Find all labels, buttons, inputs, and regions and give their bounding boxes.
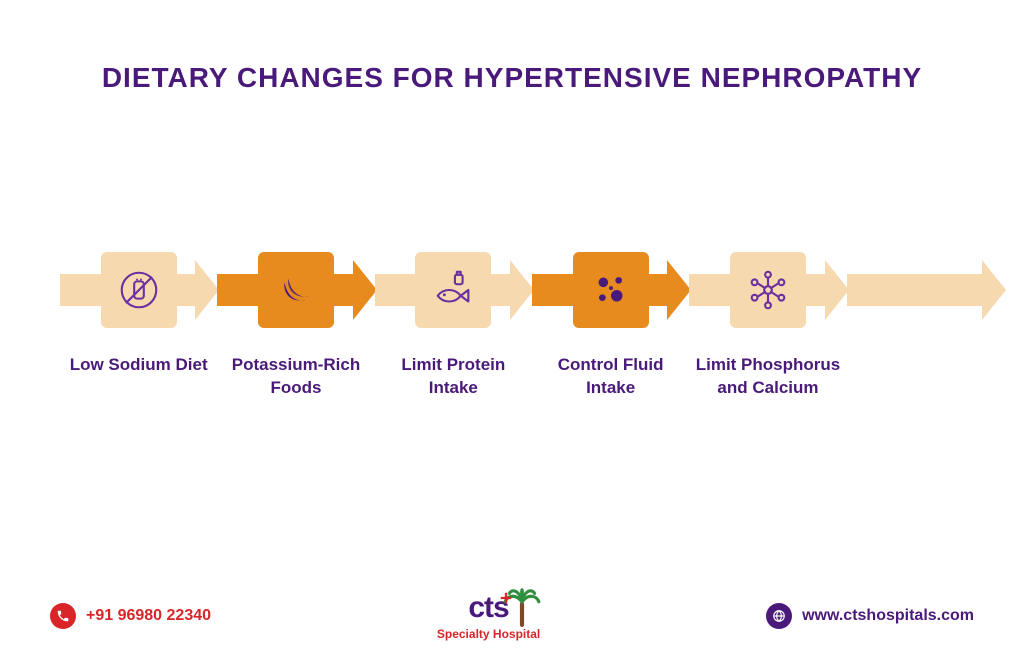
step-icon-box	[101, 252, 177, 328]
step-label: Limit Protein Intake	[375, 354, 532, 400]
logo-subtitle: Specialty Hospital	[437, 627, 540, 641]
step-icon-box	[730, 252, 806, 328]
step-label: Limit Phosphorus and Calcium	[689, 354, 846, 400]
flow-arrow	[532, 260, 689, 320]
step-label: Potassium-Rich Foods	[217, 354, 374, 400]
step-icon-box	[258, 252, 334, 328]
flow-arrow	[689, 260, 846, 320]
step-icon-box	[573, 252, 649, 328]
plus-icon	[499, 591, 513, 605]
phone-block: +91 96980 22340	[50, 603, 211, 629]
flow-arrow	[847, 260, 1004, 320]
step-label: Low Sodium Diet	[60, 354, 217, 400]
phone-icon	[50, 603, 76, 629]
footer: +91 96980 22340 cts Specialty Hospital w…	[0, 591, 1024, 641]
globe-icon	[766, 603, 792, 629]
step-label: Control Fluid Intake	[532, 354, 689, 400]
phone-number: +91 96980 22340	[86, 607, 211, 625]
website-block: www.ctshospitals.com	[766, 603, 974, 629]
step-label	[847, 354, 1004, 400]
flow-arrow	[217, 260, 374, 320]
hospital-logo: cts Specialty Hospital	[437, 591, 540, 641]
flow-diagram: Low Sodium DietPotassium-Rich FoodsLimit…	[60, 250, 1004, 450]
website-url: www.ctshospitals.com	[802, 607, 974, 625]
flow-arrow	[60, 260, 217, 320]
flow-arrow	[375, 260, 532, 320]
step-icon-box	[415, 252, 491, 328]
page-title: DIETARY CHANGES FOR HYPERTENSIVE NEPHROP…	[0, 0, 1024, 96]
